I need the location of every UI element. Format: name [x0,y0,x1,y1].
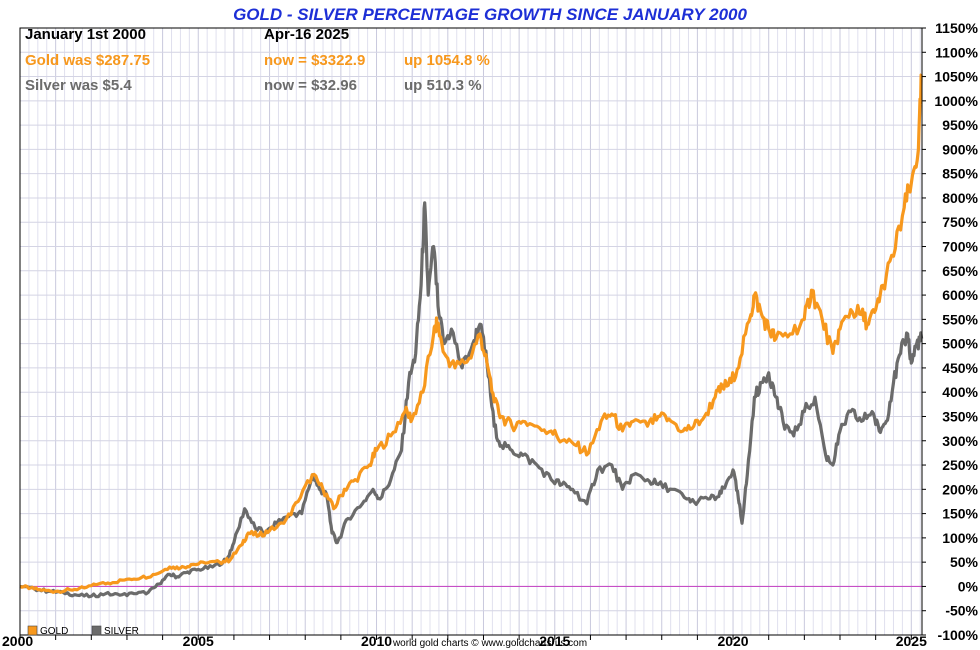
x-tick-label: 2025 [896,633,927,649]
y-tick-label: 1000% [934,93,978,109]
y-tick-label: 650% [942,263,978,279]
y-tick-label: 600% [942,287,978,303]
info-panel: January 1st 2000 Apr-16 2025 Gold was $2… [25,26,490,94]
silver-start-price: Silver was $5.4 [25,77,132,94]
y-tick-label: -100% [938,627,979,643]
silver-growth: up 510.3 % [404,77,482,94]
y-tick-label: 750% [942,214,978,230]
y-tick-label: 200% [942,481,978,497]
y-tick-label: 1100% [935,44,978,60]
x-tick-label: 2010 [361,633,392,649]
x-tick-label: 2000 [2,633,33,649]
y-axis: -100% -50% 0% 50% 100% 150% 200% 250% 300% 350% 40… [922,20,979,643]
y-tick-label: 850% [942,166,978,182]
y-tick-label: 700% [942,239,978,255]
y-tick-label: 300% [942,433,978,449]
x-axis: 2000 2005 2010 2015 2020 2025 [2,633,927,649]
y-tick-label: 950% [942,117,978,133]
x-tick-label: 2020 [717,633,748,649]
y-tick-label: 0% [958,578,979,594]
x-tick-label: 2015 [539,633,570,649]
y-tick-label: 100% [942,530,978,546]
legend-label-gold: GOLD [40,626,68,637]
legend: GOLD SILVER [27,625,139,637]
y-tick-label: 350% [942,408,978,424]
y-tick-label: 400% [942,384,978,400]
y-tick-label: 800% [942,190,978,206]
gold-current-price: now = $3322.9 [264,52,365,69]
x-tick-label: 2005 [183,633,214,649]
legend-swatch-gold [27,625,38,636]
y-tick-label: 550% [942,311,978,327]
start-date-label: January 1st 2000 [25,26,146,43]
legend-swatch-silver [91,625,102,636]
y-tick-label: -50% [945,603,978,619]
gold-growth: up 1054.8 % [404,52,490,69]
y-tick-label: 450% [942,360,978,376]
gold-start-price: Gold was $287.75 [25,52,150,69]
y-tick-label: 50% [950,554,979,570]
series-line-gold [19,73,923,595]
y-tick-label: 900% [942,141,978,157]
y-tick-label: 1150% [935,20,978,36]
y-tick-label: 500% [942,336,978,352]
current-date-label: Apr-16 2025 [264,26,349,43]
legend-label-silver: SILVER [104,626,139,637]
chart-title: GOLD - SILVER PERCENTAGE GROWTH SINCE JA… [233,5,747,24]
silver-current-price: now = $32.96 [264,77,357,94]
y-tick-label: 150% [942,506,978,522]
plot-frame [19,27,923,636]
series-lines [19,73,924,599]
y-tick-label: 1050% [934,69,978,85]
source-credit: world gold charts © www.goldchartsrus.co… [392,638,587,649]
y-tick-label: 250% [942,457,978,473]
